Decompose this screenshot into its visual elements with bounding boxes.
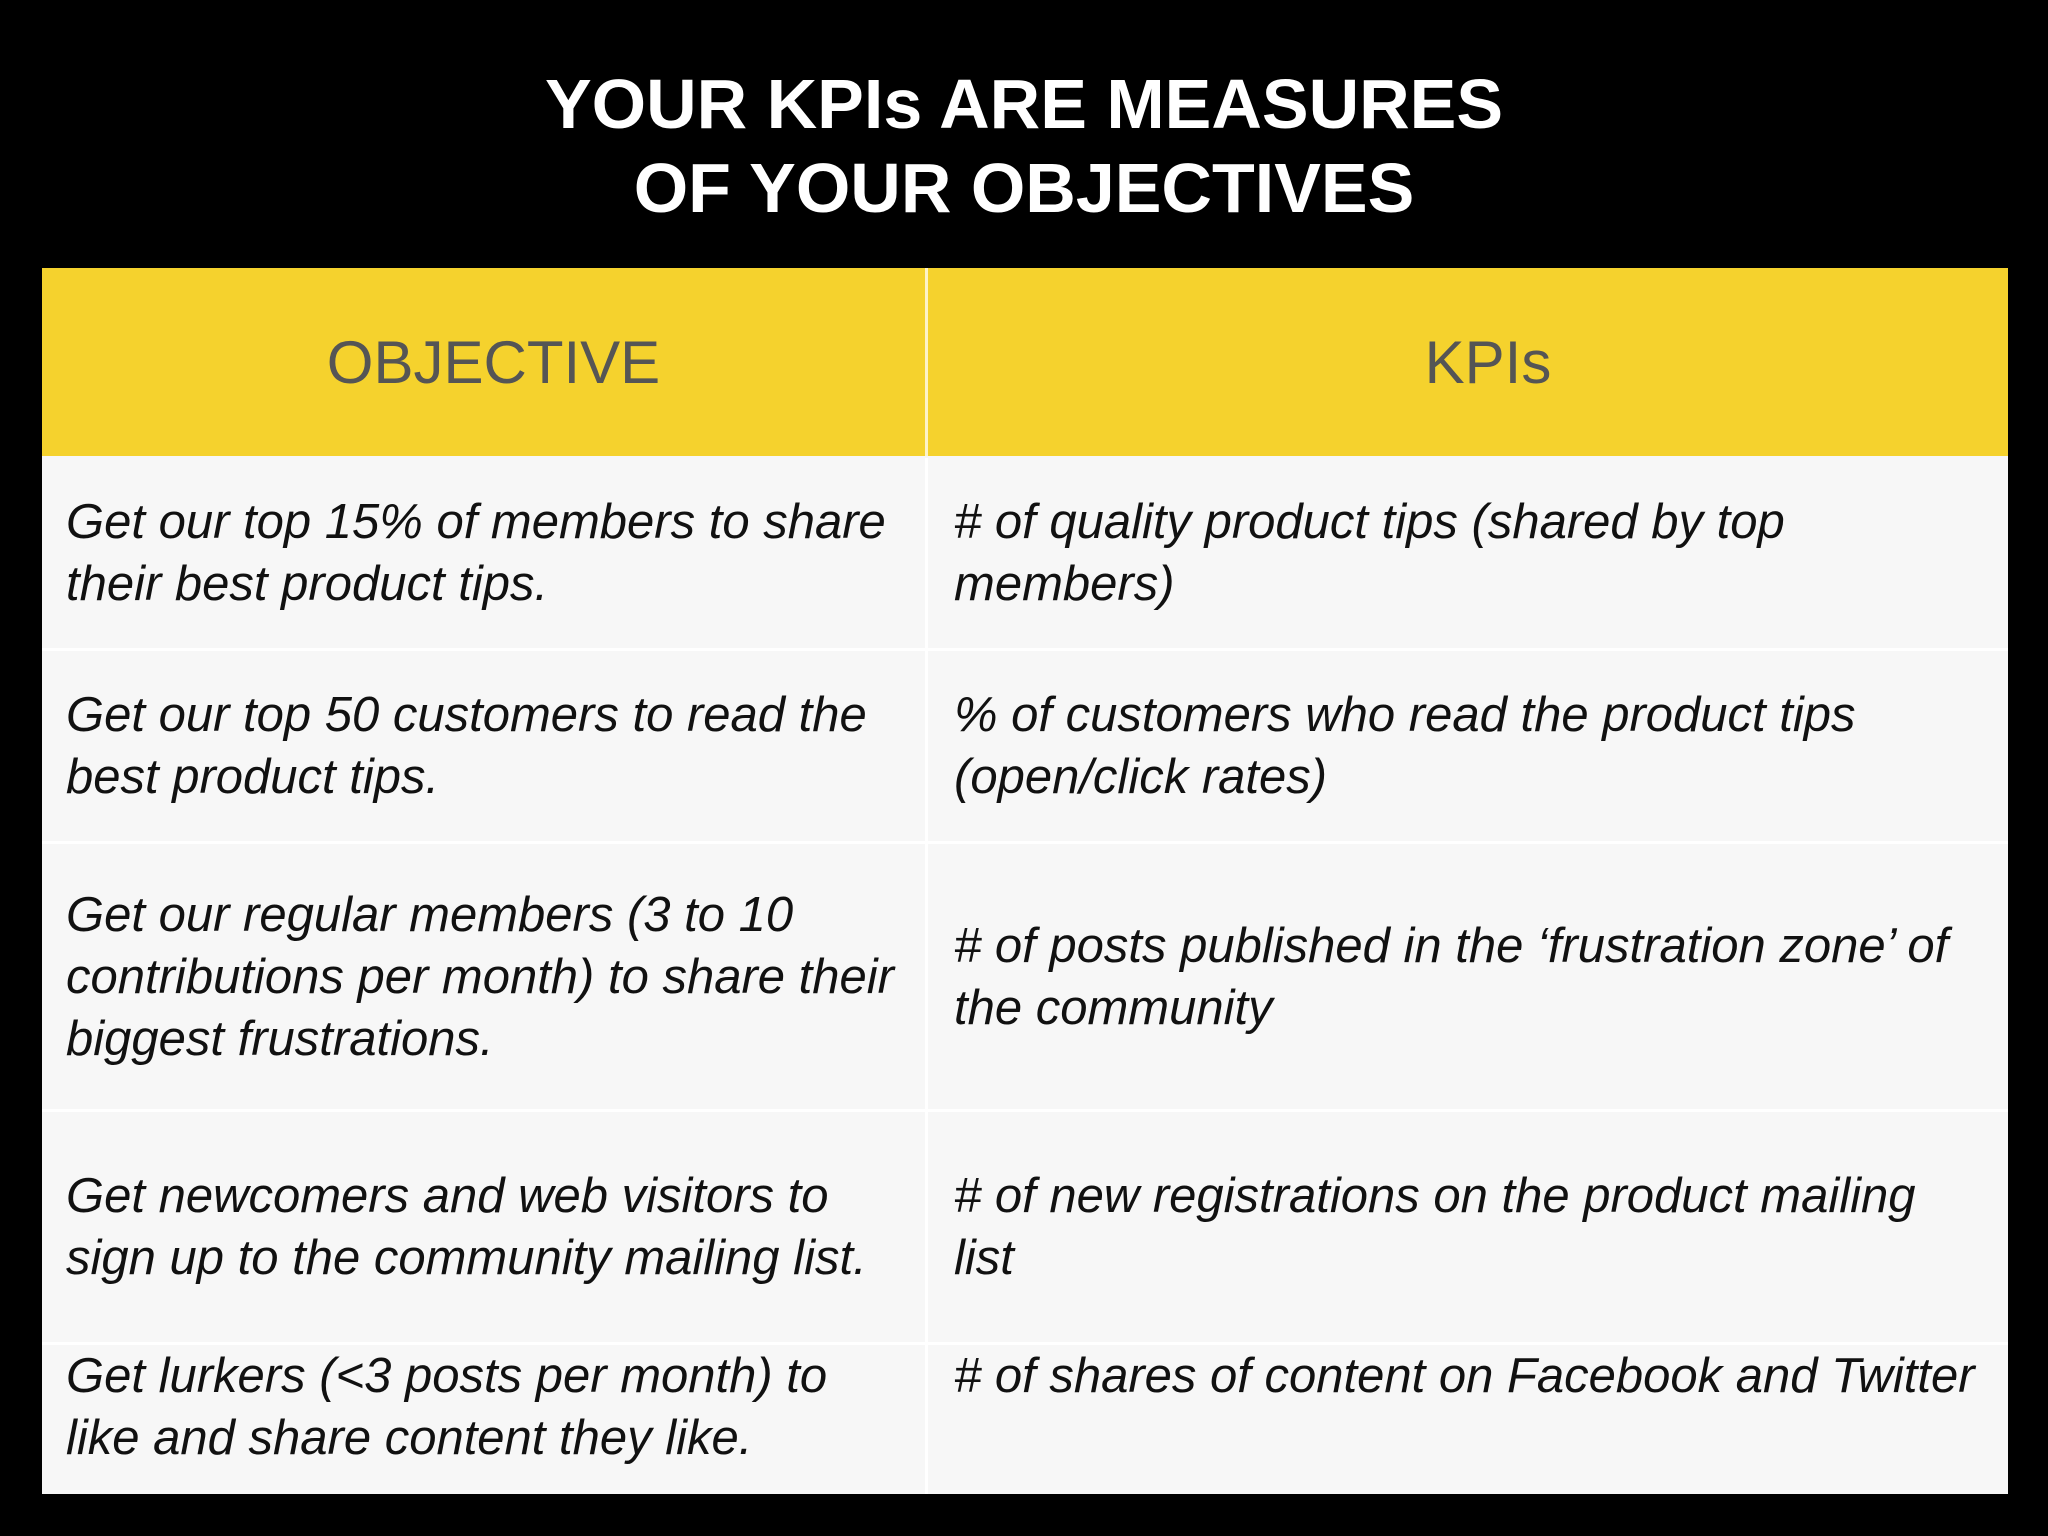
table-row: Get newcomers and web visitors to sign u… <box>42 1112 2008 1345</box>
table-row: Get our regular members (3 to 10 contrib… <box>42 844 2008 1112</box>
kpi-cell: # of posts published in the ‘frustration… <box>928 844 2008 1109</box>
kpi-cell: # of quality product tips (shared by top… <box>928 458 2008 648</box>
header-label-objective: OBJECTIVE <box>326 328 661 396</box>
kpi-text: # of posts published in the ‘frustration… <box>954 918 1949 1035</box>
table-row: Get our top 15% of members to share thei… <box>42 458 2008 651</box>
header-label-kpis: KPIs <box>1424 328 1552 396</box>
objective-text: Get lurkers (<3 posts per month) to like… <box>66 1349 828 1465</box>
kpi-cell: # of shares of content on Facebook and T… <box>928 1345 2008 1494</box>
kpi-cell: % of customers who read the product tips… <box>928 651 2008 841</box>
objective-text: Get our top 50 customers to read the bes… <box>66 688 867 804</box>
kpi-text: % of customers who read the product tips… <box>954 688 1856 804</box>
objective-cell: Get our top 15% of members to share thei… <box>42 458 928 648</box>
page-title: YOUR KPIs ARE MEASURES OF YOUR OBJECTIVE… <box>0 62 2048 230</box>
objective-cell: Get newcomers and web visitors to sign u… <box>42 1112 928 1342</box>
kpi-text: # of new registrations on the product ma… <box>954 1169 1916 1285</box>
header-cell-kpis: KPIs <box>928 268 2008 456</box>
objective-text: Get our regular members (3 to 10 contrib… <box>66 887 894 1066</box>
objective-cell: Get lurkers (<3 posts per month) to like… <box>42 1345 928 1494</box>
page-title-line-1: YOUR KPIs ARE MEASURES <box>544 65 1504 143</box>
kpi-cell: # of new registrations on the product ma… <box>928 1112 2008 1342</box>
kpi-text: # of shares of content on Facebook and T… <box>954 1349 1975 1403</box>
objective-cell: Get our top 50 customers to read the bes… <box>42 651 928 841</box>
objective-text: Get our top 15% of members to share thei… <box>66 495 886 611</box>
header-cell-objective: OBJECTIVE <box>42 268 928 456</box>
table-row: Get our top 50 customers to read the bes… <box>42 651 2008 844</box>
table-header-row: OBJECTIVE KPIs <box>42 268 2008 456</box>
objective-cell: Get our regular members (3 to 10 contrib… <box>42 844 928 1109</box>
objective-text: Get newcomers and web visitors to sign u… <box>66 1169 867 1285</box>
kpi-text: # of quality product tips (shared by top… <box>954 495 1785 611</box>
table-row: Get lurkers (<3 posts per month) to like… <box>42 1345 2008 1494</box>
kpi-table: OBJECTIVE KPIs Get our top 15% of member… <box>42 268 2008 1494</box>
page-title-line-2: OF YOUR OBJECTIVES <box>633 149 1415 227</box>
